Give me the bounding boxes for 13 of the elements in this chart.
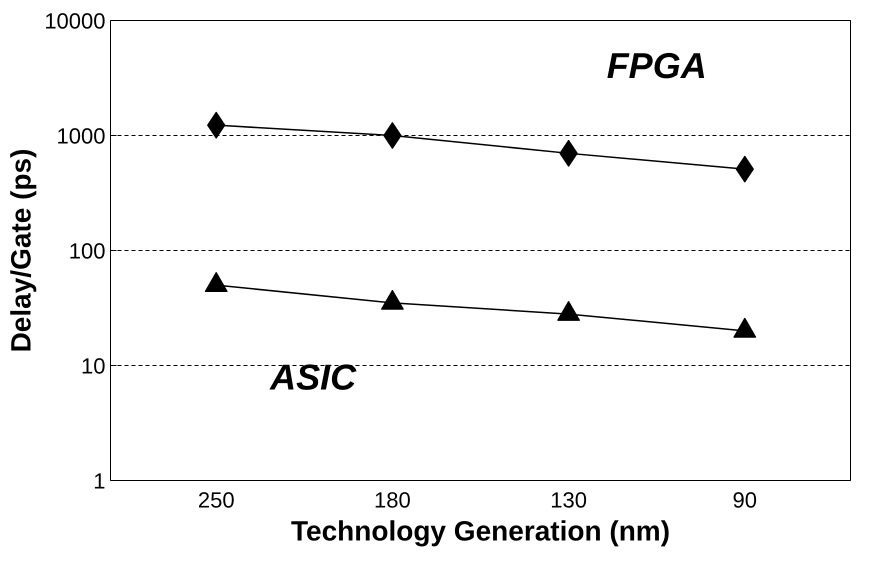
- x-tick-label: 180: [374, 488, 411, 512]
- x-tick-label: 90: [732, 488, 758, 512]
- series-label: FPGA: [606, 44, 707, 86]
- x-tick-label: 130: [550, 488, 587, 512]
- y-tick-label: 10: [81, 354, 106, 378]
- y-axis-title: Delay/Gate (ps): [5, 148, 36, 352]
- series-label: ASIC: [269, 356, 358, 398]
- x-axis-title: Technology Generation (nm): [290, 516, 670, 546]
- x-tick-label: 250: [198, 488, 235, 512]
- y-tick-label: 1000: [56, 124, 106, 148]
- y-tick-label: 10000: [44, 8, 106, 34]
- y-tick-label: 1: [93, 468, 106, 494]
- y-tick-label: 100: [68, 238, 106, 264]
